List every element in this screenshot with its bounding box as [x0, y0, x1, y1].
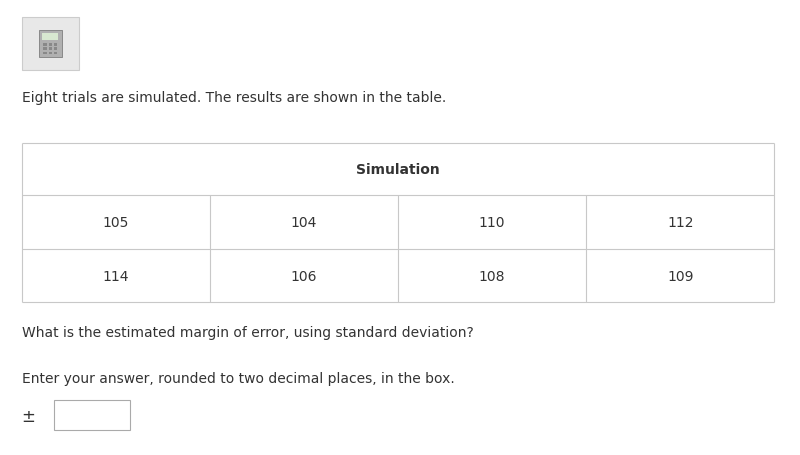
Bar [42, 34, 58, 41]
Bar [49, 44, 52, 46]
Text: 104: 104 [290, 216, 317, 229]
Bar [54, 400, 130, 430]
Bar [49, 48, 52, 51]
Text: 112: 112 [667, 216, 694, 229]
Text: Enter your answer, rounded to two decimal places, in the box.: Enter your answer, rounded to two decima… [22, 371, 454, 385]
Bar [22, 18, 79, 71]
Text: 105: 105 [102, 216, 129, 229]
Text: 114: 114 [102, 269, 129, 283]
Bar [54, 44, 58, 46]
Bar [43, 53, 46, 56]
Bar [39, 31, 62, 58]
Text: What is the estimated margin of error, using standard deviation?: What is the estimated margin of error, u… [22, 325, 474, 339]
Text: ±: ± [22, 407, 35, 425]
Text: 108: 108 [479, 269, 506, 283]
Text: 109: 109 [667, 269, 694, 283]
Bar [54, 48, 58, 51]
Text: 110: 110 [479, 216, 506, 229]
Bar [49, 53, 52, 56]
Text: 106: 106 [290, 269, 317, 283]
Bar [43, 48, 46, 51]
Text: Eight trials are simulated. The results are shown in the table.: Eight trials are simulated. The results … [22, 91, 446, 105]
Bar [43, 44, 46, 46]
Bar [54, 53, 58, 56]
Text: Simulation: Simulation [356, 162, 440, 177]
